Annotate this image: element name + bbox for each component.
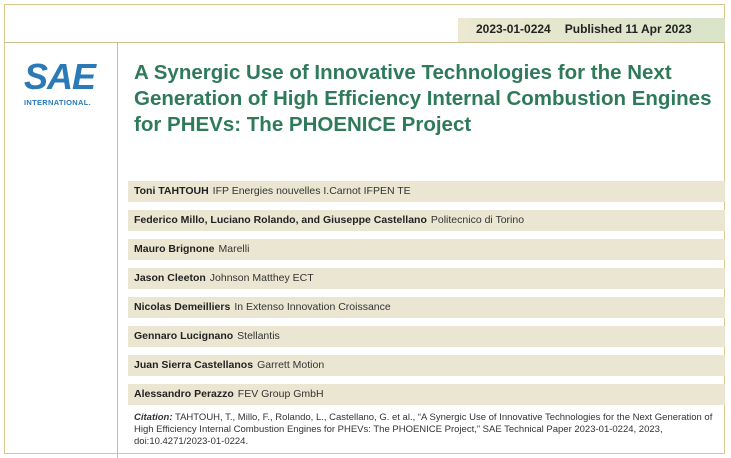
paper-number: 2023-01-0224 — [476, 22, 551, 36]
author-names: Toni TAHTOUH — [134, 185, 209, 197]
sae-logo-subtitle: INTERNATIONAL. — [24, 98, 91, 107]
author-row: Juan Sierra Castellanos Garrett Motion — [128, 355, 725, 376]
author-affiliation: Stellantis — [237, 330, 280, 342]
citation-block: Citation: TAHTOUH, T., Millo, F., Roland… — [134, 412, 729, 448]
author-affiliation: In Extenso Innovation Croissance — [234, 301, 391, 313]
author-list: Toni TAHTOUH IFP Energies nouvelles I.Car… — [128, 181, 725, 413]
paper-title: A Synergic Use of Innovative Technologie… — [134, 61, 712, 136]
sae-logo: SAE INTERNATIONAL. — [22, 58, 104, 110]
author-names: Federico Millo, Luciano Rolando, and Giu… — [134, 214, 427, 226]
author-names: Jason Cleeton — [134, 272, 206, 284]
author-row: Federico Millo, Luciano Rolando, and Giu… — [128, 210, 725, 231]
author-row: Mauro Brignone Marelli — [128, 239, 725, 260]
author-affiliation: Marelli — [218, 243, 250, 255]
author-row: Jason Cleeton Johnson Matthey ECT — [128, 268, 725, 289]
author-affiliation: Politecnico di Torino — [430, 214, 525, 226]
author-row: Toni TAHTOUH IFP Energies nouvelles I.Car… — [128, 181, 725, 202]
side-divider — [117, 43, 118, 458]
author-affiliation: IFP Energies nouvelles I.Carnot IFPEN TE — [212, 185, 411, 197]
author-names: Alessandro Perazzo — [134, 388, 234, 400]
author-affiliation: FEV Group GmbH — [237, 388, 324, 400]
author-names: Mauro Brignone — [134, 243, 215, 255]
paper-id-line: 2023-01-0224 Published 11 Apr 2023 — [476, 22, 692, 36]
published-date: Published 11 Apr 2023 — [564, 22, 692, 36]
author-row: Gennaro Lucignano Stellantis — [128, 326, 725, 347]
sae-logo-wordmark: SAE — [24, 56, 96, 97]
author-names: Gennaro Lucignano — [134, 330, 234, 342]
author-affiliation: Johnson Matthey ECT — [209, 272, 314, 284]
author-names: Juan Sierra Castellanos — [134, 359, 254, 371]
header-bar — [4, 4, 725, 43]
author-names: Nicolas Demeilliers — [134, 301, 231, 313]
author-row: Alessandro Perazzo FEV Group GmbH — [128, 384, 725, 405]
citation-label: Citation: — [134, 412, 173, 423]
citation-text: TAHTOUH, T., Millo, F., Rolando, L., Cas… — [134, 412, 713, 447]
author-affiliation: Garrett Motion — [257, 359, 325, 371]
paper-id-band — [458, 18, 725, 42]
author-row: Nicolas Demeilliers In Extenso Innovation… — [128, 297, 725, 318]
